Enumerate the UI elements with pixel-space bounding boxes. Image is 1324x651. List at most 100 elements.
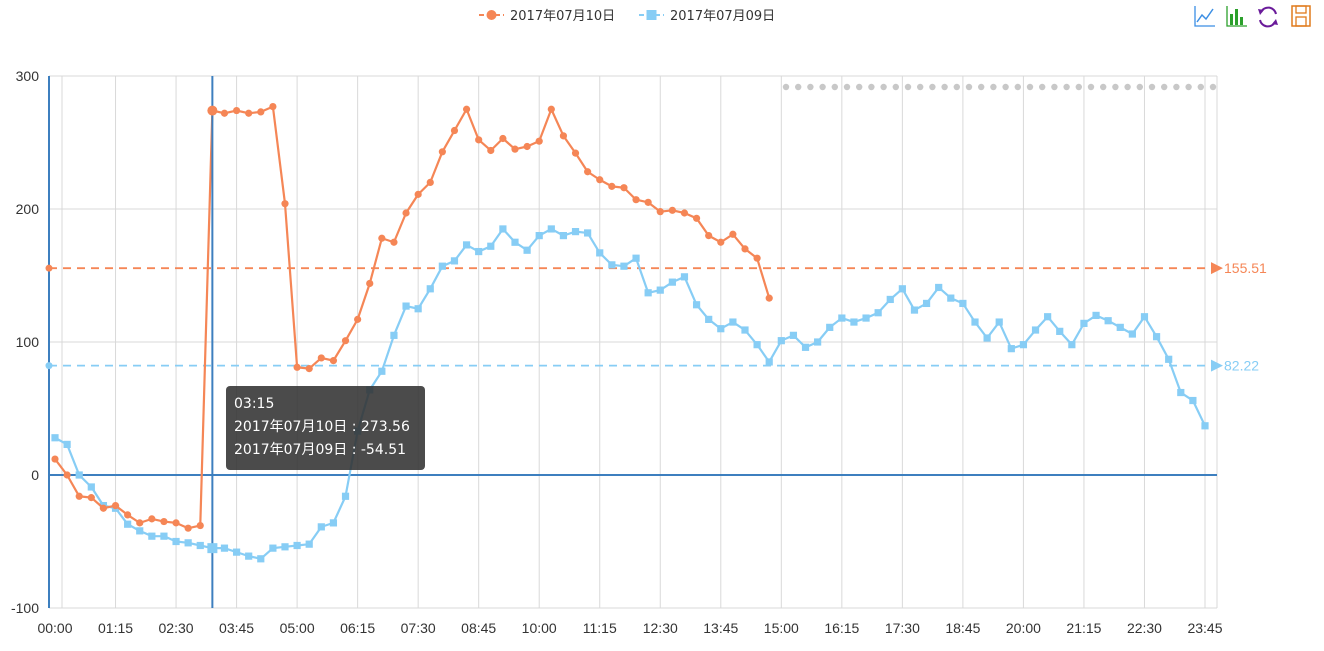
data-point: [499, 134, 507, 143]
data-point: [1128, 330, 1136, 338]
data-point: [789, 331, 798, 339]
data-point: [87, 494, 95, 502]
data-point: [692, 214, 701, 222]
tooltip-series-b: 2017年07月09日 : -54.51: [234, 442, 407, 458]
data-point: [354, 315, 362, 323]
data-point: [644, 289, 652, 297]
data-point: [341, 492, 350, 500]
data-point: [644, 198, 652, 206]
legend-item-series-b[interactable]: 2017年07月09日: [639, 9, 775, 24]
data-point: [63, 471, 71, 479]
slider-dot: [868, 83, 875, 91]
series-lines: [51, 102, 1209, 563]
data-point: [765, 358, 773, 366]
data-point: [596, 249, 604, 257]
x-tick-label: 15:00: [764, 620, 799, 636]
legend-item-series-a[interactable]: 2017年07月10日: [479, 9, 615, 24]
data-point: [656, 208, 664, 216]
slider-dot: [1136, 83, 1144, 91]
data-point: [826, 323, 834, 331]
y-tick-label: 100: [16, 334, 40, 350]
data-point: [281, 200, 289, 208]
data-point: [487, 242, 495, 250]
y-tick-label: 0: [31, 467, 39, 483]
data-point: [111, 501, 120, 510]
data-point: [705, 232, 713, 240]
data-point: [511, 145, 519, 153]
data-point: [499, 225, 507, 233]
data-point: [75, 492, 83, 500]
x-tick-label: 13:45: [703, 620, 738, 636]
save-icon[interactable]: [1290, 5, 1312, 27]
data-point: [293, 363, 301, 371]
bar-chart-icon[interactable]: [1225, 6, 1247, 28]
slider-dot: [807, 83, 814, 91]
data-point: [136, 519, 144, 527]
slider-dot: [880, 83, 887, 91]
mean-line-label: 155.51: [1224, 260, 1267, 276]
x-tick-label: 10:00: [522, 620, 557, 636]
data-point: [850, 318, 858, 326]
mean-line-arrow-icon: [1211, 359, 1223, 372]
data-point: [777, 337, 785, 345]
y-tick-label: -100: [11, 600, 39, 616]
legend-circle-marker-icon: [486, 10, 497, 20]
data-point: [184, 524, 192, 532]
data-point: [910, 306, 919, 314]
data-point: [717, 325, 725, 333]
data-point: [571, 149, 580, 157]
data-point: [426, 178, 434, 186]
data-point: [1152, 333, 1161, 341]
data-point: [983, 334, 991, 342]
slider-dot: [1148, 83, 1156, 91]
data-point: [1140, 313, 1149, 321]
restore-icon[interactable]: [1257, 6, 1279, 28]
slider-dot: [953, 83, 960, 91]
data-point: [1165, 355, 1173, 363]
legend-square-marker-icon: [646, 10, 657, 20]
data-point: [935, 283, 943, 292]
legend: 2017年07月10日 2017年07月09日: [479, 9, 775, 24]
data-point: [390, 331, 398, 339]
line-chart-icon[interactable]: [1193, 6, 1215, 28]
grid: [49, 75, 1218, 609]
data-point: [220, 109, 229, 117]
legend-label-series-a: 2017年07月10日: [510, 9, 615, 24]
slider-dot: [917, 83, 924, 91]
data-point: [329, 519, 338, 527]
data-point: [438, 262, 446, 270]
data-point: [874, 309, 882, 317]
x-tick-label: 06:15: [340, 620, 375, 636]
data-point: [680, 209, 689, 217]
mean-line-arrow-icon: [1211, 262, 1223, 275]
data-point: [378, 367, 386, 375]
data-point: [257, 108, 265, 116]
data-point: [450, 126, 459, 135]
data-point: [547, 225, 555, 233]
data-point: [220, 544, 229, 552]
data-point: [426, 285, 434, 293]
data-point: [753, 341, 761, 349]
data-point: [523, 246, 531, 254]
data-point: [75, 471, 83, 479]
data-point: [995, 318, 1003, 326]
data-point: [1080, 319, 1088, 327]
slider-dot: [1039, 83, 1046, 91]
slider-dot: [1075, 83, 1083, 91]
data-point: [269, 544, 277, 552]
data-point: [741, 326, 749, 334]
slider-dot: [1002, 83, 1009, 91]
data-point: [523, 142, 531, 151]
data-point: [172, 519, 180, 527]
slider-dot: [990, 83, 997, 91]
data-point: [257, 555, 265, 563]
zoom-slider-dots[interactable]: [782, 83, 1217, 91]
data-point: [729, 318, 737, 326]
mean-line-start-marker: [45, 264, 53, 272]
data-point: [596, 176, 604, 184]
x-tick-label: 07:30: [401, 620, 436, 636]
data-point: [124, 520, 132, 528]
data-point: [535, 137, 543, 145]
data-point: [124, 511, 132, 519]
slider-dot: [795, 83, 802, 91]
